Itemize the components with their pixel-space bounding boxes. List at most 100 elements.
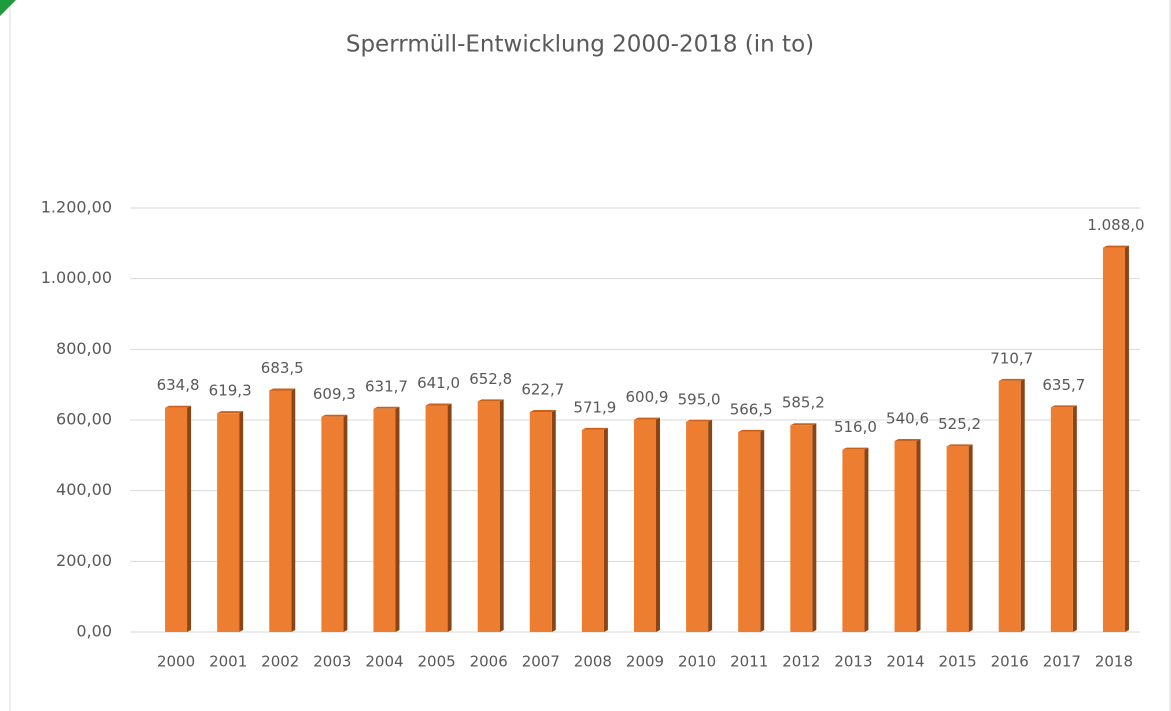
bar [634, 419, 656, 632]
bar [894, 440, 917, 632]
y-tick-label: 800,00 [56, 339, 112, 358]
x-tick-label: 2013 [834, 653, 872, 671]
bar [1050, 407, 1073, 632]
bar-side [708, 419, 713, 632]
data-label: 635,7 [1042, 376, 1085, 394]
bar-top [529, 409, 556, 412]
y-tick-label: 0,00 [76, 622, 112, 641]
y-tick-label: 1.000,00 [41, 268, 112, 287]
bar-top [842, 447, 869, 450]
x-tick-label: 2008 [574, 653, 612, 671]
y-tick-label: 600,00 [56, 410, 112, 429]
bar-side [1020, 378, 1025, 632]
data-label: 641,0 [417, 374, 460, 392]
bar-top [946, 444, 973, 447]
bar-top [165, 405, 192, 408]
bar [373, 408, 396, 632]
x-tick-label: 2005 [417, 653, 455, 671]
bar-top [373, 406, 400, 409]
data-label: 540,6 [886, 409, 929, 427]
bar [165, 407, 188, 632]
data-label: 525,2 [938, 415, 981, 433]
bar-side [551, 409, 556, 632]
data-label: 619,3 [209, 382, 252, 400]
x-tick-label: 2012 [782, 653, 820, 671]
bar [946, 446, 969, 632]
bar-top [998, 378, 1025, 381]
bar [998, 380, 1021, 632]
bar-side [343, 414, 348, 632]
bar [1102, 247, 1125, 632]
bar-top [634, 417, 660, 420]
x-tick-label: 2015 [939, 653, 977, 671]
chart-title: Sperrmüll-Entwicklung 2000-2018 (in to) [346, 32, 814, 58]
x-tick-label: 2000 [157, 653, 195, 671]
data-label: 566,5 [730, 400, 773, 418]
x-tick-label: 2017 [1043, 653, 1081, 671]
x-tick-label: 2007 [522, 653, 560, 671]
x-tick-label: 2018 [1095, 653, 1133, 671]
y-tick-label: 1.200,00 [41, 198, 112, 217]
bar-top [790, 423, 817, 426]
bar-side [656, 417, 660, 632]
bar-top [686, 419, 713, 422]
bar [425, 405, 448, 632]
bar-side [760, 429, 765, 632]
x-tick-label: 2006 [470, 653, 508, 671]
data-label: 622,7 [521, 380, 564, 398]
data-label: 516,0 [834, 418, 877, 436]
bar-side [499, 399, 504, 632]
bar-side [864, 447, 869, 632]
data-label: 710,7 [990, 349, 1033, 367]
bar-side [603, 427, 608, 632]
bar [321, 416, 344, 632]
bar-top [1050, 405, 1077, 408]
bar [790, 425, 813, 632]
x-tick-label: 2001 [209, 653, 247, 671]
bar [529, 411, 552, 632]
y-tick-label: 200,00 [56, 551, 112, 570]
bar [269, 390, 292, 632]
bar-side [968, 444, 973, 632]
bar-side [187, 405, 192, 632]
bar-top [581, 427, 608, 430]
data-label: 585,2 [782, 394, 825, 412]
bar [477, 401, 500, 632]
bar-side [812, 423, 817, 632]
x-tick-label: 2010 [678, 653, 716, 671]
bar-top [217, 411, 244, 414]
x-tick-label: 2016 [991, 653, 1029, 671]
x-tick-label: 2004 [365, 653, 403, 671]
bar [581, 429, 604, 632]
bar-side [239, 411, 244, 632]
bar-top [894, 438, 921, 441]
x-tick-label: 2011 [730, 653, 768, 671]
bar-side [291, 388, 296, 632]
bar [686, 421, 709, 632]
x-tick-label: 2009 [626, 653, 664, 671]
data-label: 634,8 [157, 376, 200, 394]
bar-top [477, 399, 504, 402]
corner-marker [0, 0, 16, 16]
x-tick-label: 2014 [886, 653, 924, 671]
x-tick-label: 2002 [261, 653, 299, 671]
data-label: 600,9 [626, 388, 669, 406]
data-label: 595,0 [678, 390, 721, 408]
bar-side [1072, 405, 1077, 632]
bar-side [395, 406, 400, 632]
bar-side [1124, 245, 1129, 632]
data-label: 652,8 [469, 370, 512, 388]
bar-top [269, 388, 296, 391]
data-label: 609,3 [313, 385, 356, 403]
bar [217, 413, 240, 632]
x-tick-label: 2003 [313, 653, 351, 671]
bar-side [916, 438, 921, 632]
bar-side [447, 403, 452, 632]
data-label: 571,9 [573, 398, 616, 416]
bar-top [1102, 245, 1129, 248]
y-tick-label: 400,00 [56, 480, 112, 499]
bar-top [321, 414, 348, 417]
data-label: 683,5 [261, 359, 304, 377]
